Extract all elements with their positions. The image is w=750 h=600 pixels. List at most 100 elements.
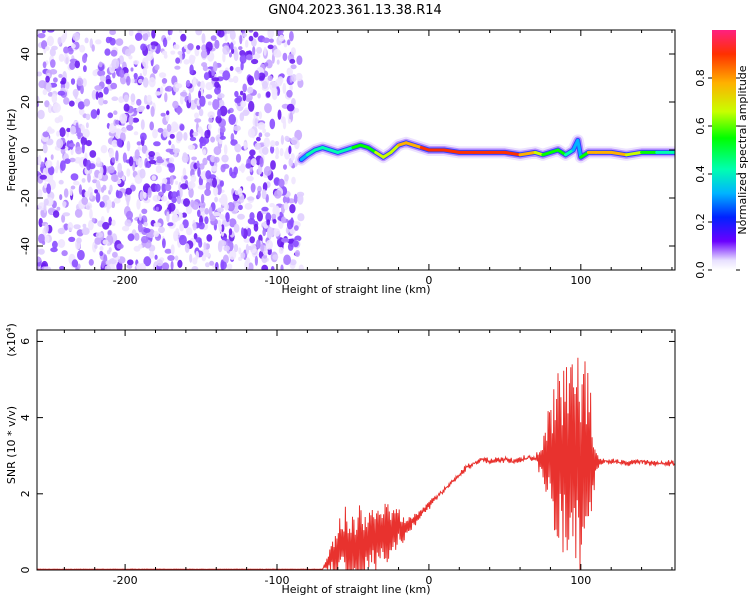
noise-speckle — [77, 263, 81, 270]
noise-speckle — [70, 78, 76, 85]
noise-speckle — [126, 124, 134, 131]
noise-speckle — [180, 183, 188, 190]
noise-speckle — [164, 248, 172, 254]
noise-speckle — [102, 194, 110, 202]
noise-speckle — [256, 211, 263, 222]
noise-speckle — [126, 197, 130, 207]
noise-speckle — [55, 165, 59, 174]
noise-speckle — [88, 259, 94, 266]
noise-speckle — [48, 104, 53, 114]
noise-speckle — [109, 30, 116, 36]
spectrogram-x-ticks: -200 -100 0 100 — [63, 30, 673, 287]
signal-track-core — [442, 148, 461, 154]
noise-speckle — [282, 52, 288, 62]
noise-speckle — [126, 75, 131, 86]
noise-speckle — [168, 157, 175, 164]
noise-speckle — [67, 46, 74, 55]
noise-speckle — [161, 78, 168, 84]
noise-speckle — [263, 46, 267, 56]
noise-speckle — [195, 250, 199, 260]
noise-speckle — [265, 239, 273, 250]
noise-speckle — [202, 157, 208, 166]
noise-speckle — [171, 196, 177, 204]
noise-speckle — [89, 192, 93, 200]
noise-speckle — [100, 145, 108, 154]
noise-speckle — [95, 39, 102, 45]
noise-speckle — [126, 210, 133, 220]
noise-speckle — [186, 227, 193, 236]
noise-speckle — [173, 44, 180, 50]
noise-speckle — [237, 213, 245, 220]
noise-speckle — [99, 246, 104, 252]
noise-speckle — [192, 257, 198, 265]
noise-speckle — [251, 248, 259, 258]
colorbar-tick-label: 0.4 — [694, 165, 707, 183]
noise-speckle — [280, 264, 284, 270]
noise-speckle — [64, 158, 71, 164]
noise-speckle — [251, 58, 259, 65]
noise-speckle — [179, 223, 185, 232]
noise-speckle — [289, 58, 296, 64]
noise-speckle — [243, 238, 251, 243]
noise-speckle — [170, 50, 176, 55]
noise-speckle — [187, 144, 196, 150]
noise-speckle — [273, 228, 281, 237]
noise-speckle — [70, 185, 76, 190]
noise-speckle — [56, 138, 64, 149]
figure-title: GN04.2023.361.13.38.R14 — [268, 3, 442, 18]
noise-speckle — [173, 230, 179, 242]
noise-speckle — [178, 234, 187, 246]
noise-speckle — [281, 216, 286, 224]
noise-speckle — [57, 115, 64, 123]
noise-speckle — [179, 124, 185, 131]
noise-speckle — [162, 177, 168, 184]
noise-speckle — [167, 202, 176, 212]
noise-speckle — [204, 208, 209, 215]
noise-speckle — [238, 247, 242, 255]
noise-speckle — [68, 236, 76, 242]
noise-speckle — [208, 117, 213, 123]
noise-speckle — [203, 242, 207, 251]
noise-speckle — [252, 46, 256, 56]
noise-speckle — [207, 129, 211, 136]
noise-speckle — [105, 78, 112, 85]
noise-speckle — [205, 82, 214, 91]
signal-track-core — [576, 138, 583, 159]
noise-speckle — [169, 175, 174, 186]
noise-speckle — [245, 243, 249, 255]
noise-speckle — [197, 126, 203, 134]
noise-speckle — [188, 187, 194, 198]
noise-speckle — [102, 221, 110, 230]
colorbar-tick-label: 0.2 — [694, 213, 707, 231]
noise-speckle — [94, 237, 102, 245]
noise-speckle — [247, 262, 254, 270]
noise-speckle — [60, 160, 66, 172]
noise-speckle — [115, 38, 124, 46]
noise-speckle — [234, 90, 239, 98]
noise-speckle — [77, 134, 81, 140]
noise-speckle — [272, 254, 279, 260]
noise-speckle — [256, 46, 263, 54]
noise-speckle — [44, 235, 50, 243]
noise-speckle — [130, 93, 136, 103]
noise-speckle — [232, 75, 239, 84]
noise-speckle — [136, 141, 142, 146]
noise-speckle — [47, 126, 52, 133]
noise-speckle — [98, 97, 105, 106]
noise-speckle — [267, 44, 274, 50]
noise-speckle — [234, 143, 242, 153]
noise-speckle — [253, 223, 259, 232]
noise-speckle — [64, 223, 69, 231]
noise-speckle — [152, 129, 158, 139]
noise-speckle — [81, 196, 88, 205]
noise-speckle — [289, 31, 294, 42]
spectrogram-y-axis-label: Frequency (Hz) — [5, 109, 18, 192]
noise-speckle — [235, 153, 242, 163]
noise-speckle — [245, 54, 253, 61]
noise-speckle — [88, 219, 94, 231]
noise-speckle — [175, 83, 183, 89]
noise-speckle — [270, 145, 275, 154]
noise-speckle — [228, 78, 235, 83]
noise-speckle — [207, 101, 212, 106]
